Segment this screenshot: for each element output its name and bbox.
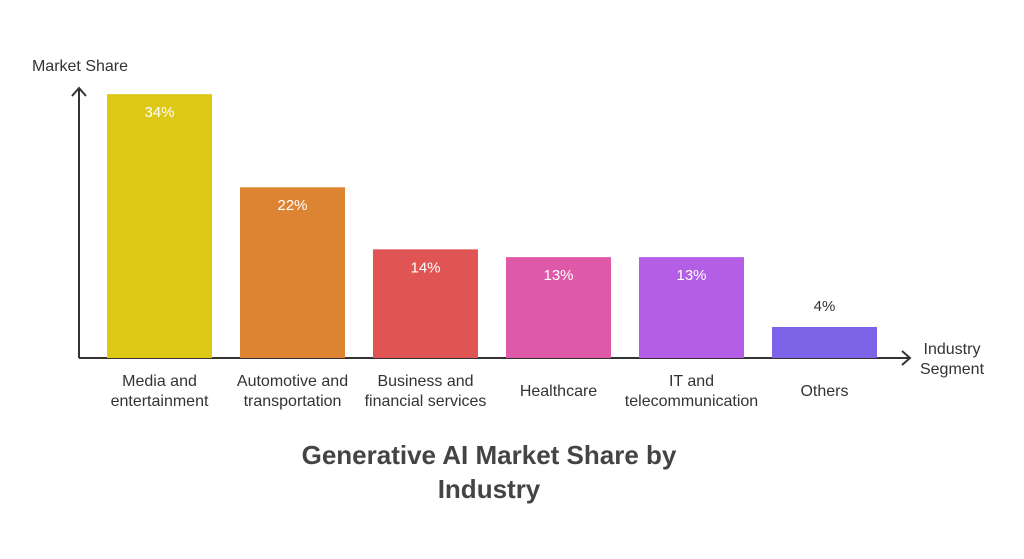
bar <box>107 94 212 358</box>
x-tick-label: Business and financial services <box>364 373 487 410</box>
value-label: 13% <box>676 267 706 284</box>
value-label: 22% <box>277 197 307 214</box>
bar <box>772 326 877 358</box>
value-label: 13% <box>543 267 573 284</box>
chart-title: Generative AI Market Share by Industry <box>301 440 677 504</box>
x-tick-label: IT and telecommunication <box>624 373 759 410</box>
x-tick-label: Others <box>800 383 849 400</box>
bar <box>240 187 345 358</box>
x-axis-label: Industry Segment <box>919 341 985 378</box>
axes <box>71 86 912 366</box>
x-tick-label: Healthcare <box>519 383 598 400</box>
bar <box>373 249 478 358</box>
x-tick-label: Media and entertainment <box>110 373 209 410</box>
bar <box>639 257 744 358</box>
value-label: 14% <box>410 259 440 276</box>
x-arrow <box>901 350 912 366</box>
y-axis-label: Market Share <box>31 58 129 75</box>
bar <box>506 257 611 358</box>
value-label: 34% <box>144 104 174 121</box>
y-arrow <box>71 86 87 97</box>
value-label: 4% <box>814 298 836 315</box>
x-tick-label: Automotive and transportation <box>236 373 349 410</box>
